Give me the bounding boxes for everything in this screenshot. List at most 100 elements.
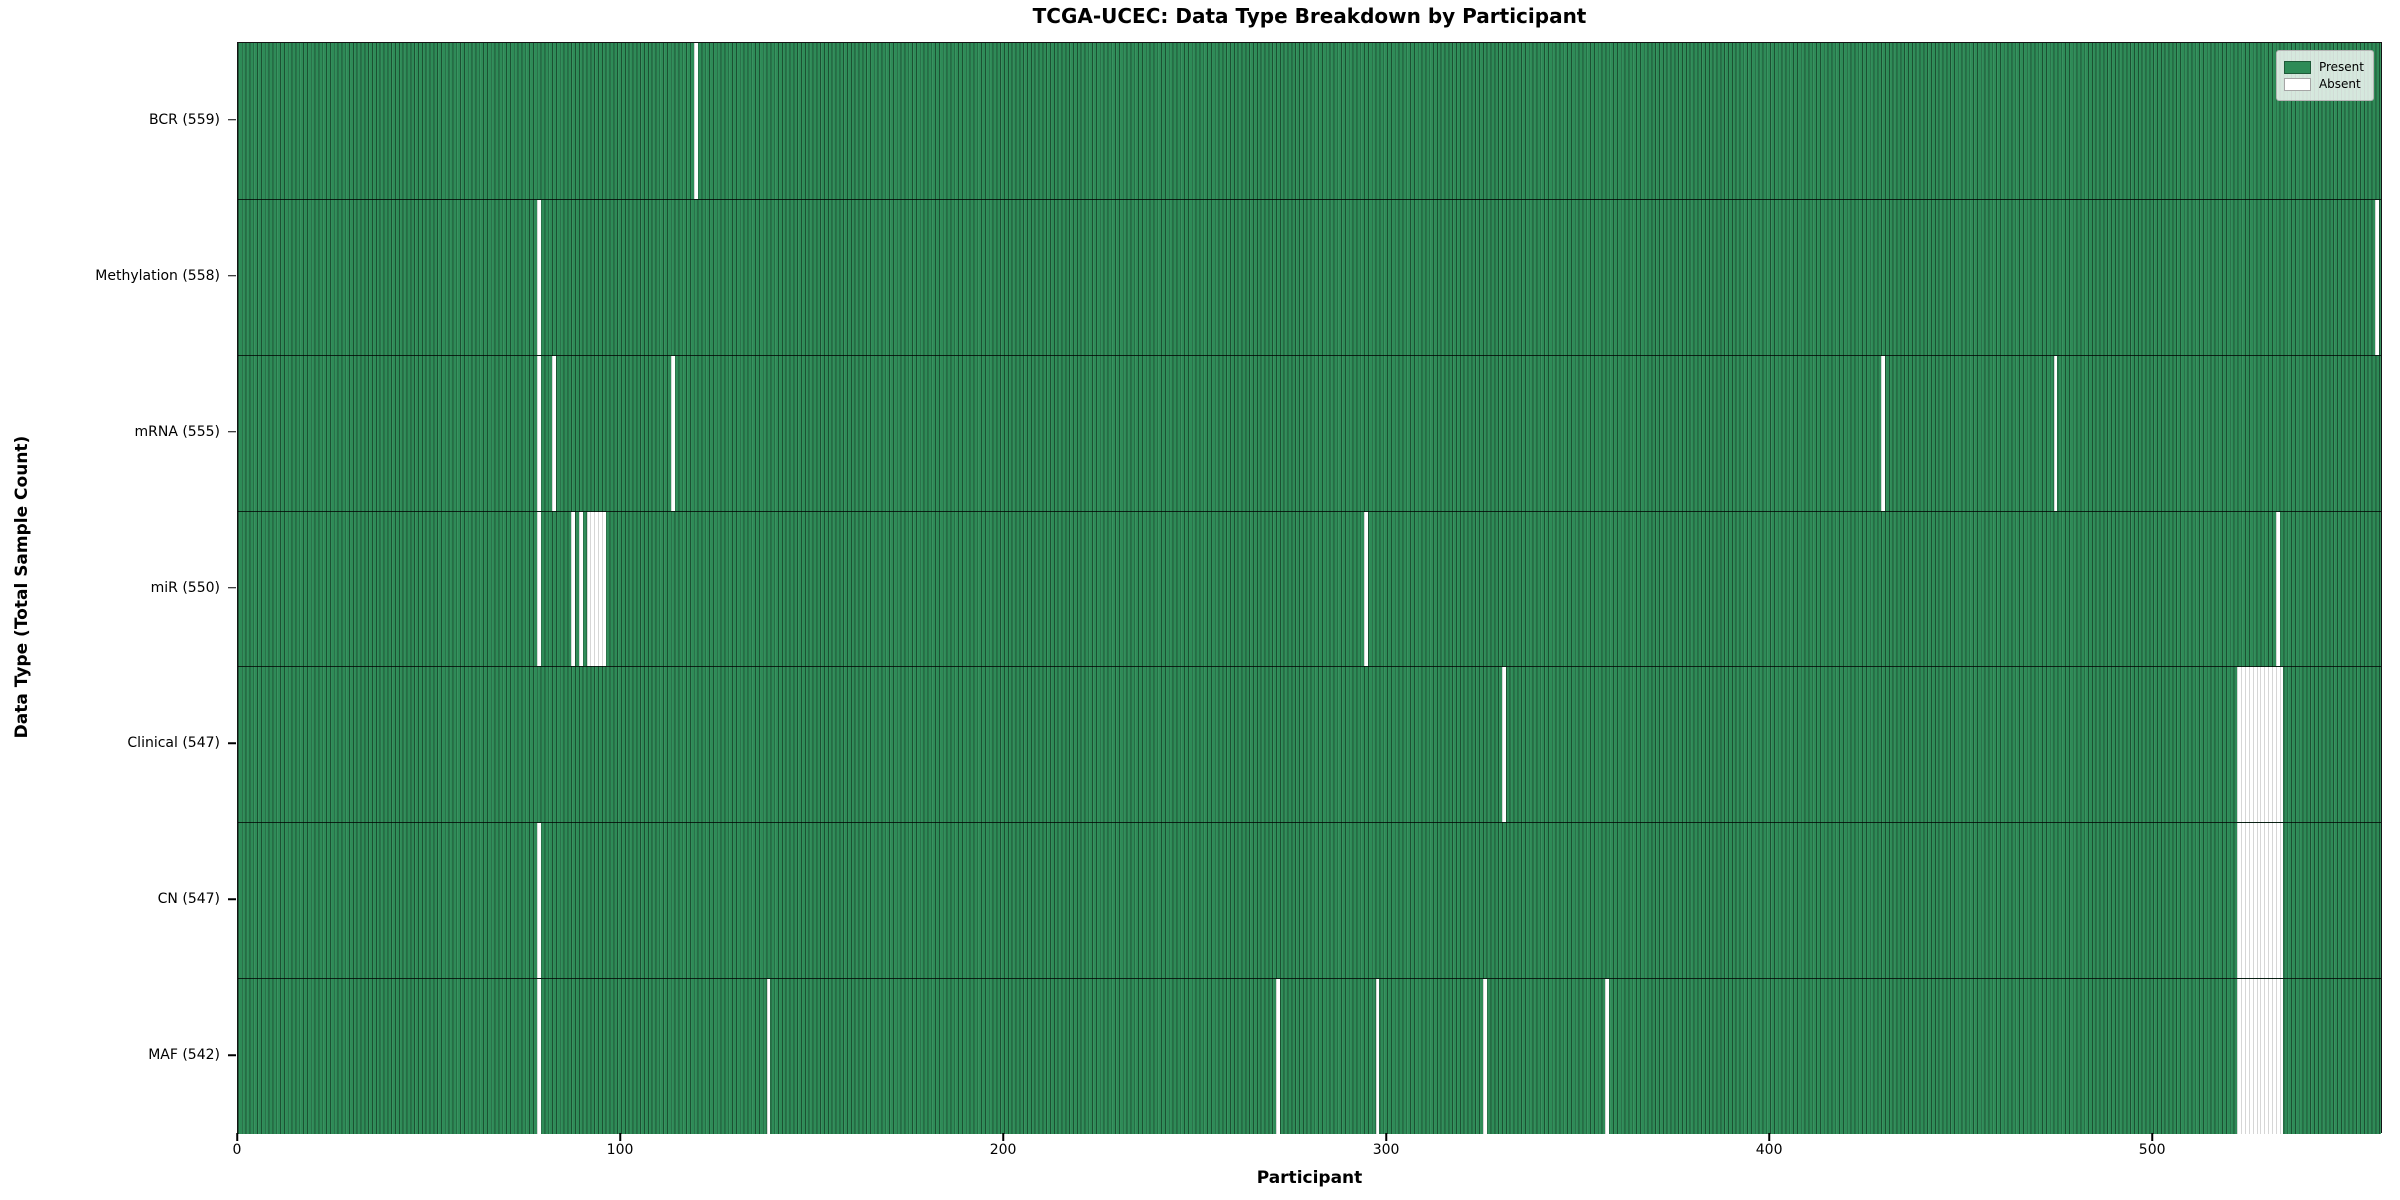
absent-cell — [2256, 667, 2261, 823]
absent-cell — [2256, 979, 2261, 1134]
row-methylation — [238, 198, 2381, 355]
absent-cell — [1502, 667, 1506, 823]
absent-cell — [2241, 823, 2246, 979]
ytick-mark — [228, 586, 236, 589]
ytick-label-cn: CN (547) — [157, 891, 220, 908]
ytick-mark — [228, 742, 236, 745]
xtick-label-300: 300 — [1372, 1142, 1400, 1158]
xtick-label-100: 100 — [606, 1142, 634, 1158]
absent-cell — [2275, 667, 2280, 823]
absent-cell — [2256, 823, 2261, 979]
xtick-mark — [236, 1133, 238, 1141]
absent-cell — [2260, 823, 2265, 979]
absent-cell — [2268, 667, 2272, 823]
chart-title: TCGA-UCEC: Data Type Breakdown by Partic… — [1032, 4, 1587, 28]
row-mrna — [238, 354, 2381, 511]
absent-cell — [586, 511, 591, 667]
absent-cell — [536, 511, 541, 667]
xtick-mark — [1385, 1133, 1387, 1141]
row-mir — [238, 510, 2381, 667]
absent-cell — [601, 511, 606, 667]
absent-cell — [2279, 667, 2284, 823]
plot-area: Present Absent — [237, 42, 2382, 1134]
absent-cell — [2260, 979, 2265, 1134]
row-cn — [238, 822, 2381, 979]
absent-cell — [536, 355, 541, 511]
absent-cell — [2245, 979, 2249, 1134]
absent-cell — [766, 979, 771, 1134]
ytick-label-maf: MAF (542) — [148, 1047, 220, 1064]
legend-label-present: Present — [2318, 60, 2364, 74]
xtick-mark — [619, 1133, 621, 1141]
absent-cell — [2237, 823, 2242, 979]
absent-cell — [536, 199, 541, 355]
absent-cell — [598, 511, 602, 667]
absent-cell — [2245, 823, 2249, 979]
absent-cell — [2375, 199, 2380, 355]
ytick-label-mir: miR (550) — [150, 579, 220, 596]
absent-cell — [2264, 667, 2269, 823]
absent-cell — [1605, 979, 1610, 1134]
x-axis-label: Participant — [1256, 1168, 1363, 1188]
absent-cell — [2275, 511, 2280, 667]
absent-cell — [2279, 979, 2284, 1134]
absent-cell — [2248, 667, 2253, 823]
ytick-label-methylation: Methylation (558) — [95, 267, 220, 284]
y-axis-label: Data Type (Total Sample Count) — [12, 435, 32, 739]
absent-cell — [1881, 355, 1886, 511]
absent-cell — [2264, 823, 2269, 979]
legend: Present Absent — [2275, 50, 2374, 101]
ytick-mark — [228, 430, 236, 433]
ytick-label-clinical: Clinical (547) — [127, 735, 220, 752]
xtick-label-500: 500 — [2138, 1142, 2166, 1158]
xtick-label-0: 0 — [232, 1142, 242, 1158]
absent-cell — [1375, 979, 1380, 1134]
absent-cell — [2252, 979, 2257, 1134]
absent-cell — [2260, 667, 2265, 823]
absent-cell — [2252, 667, 2257, 823]
absent-cell — [2271, 979, 2276, 1134]
absent-cell — [2275, 823, 2280, 979]
absent-cell — [571, 511, 576, 667]
xtick-label-400: 400 — [1755, 1142, 1783, 1158]
absent-cell — [536, 823, 541, 979]
row-bcr — [238, 43, 2381, 199]
absent-cell — [2053, 355, 2058, 511]
absent-cell — [594, 511, 599, 667]
ytick-mark — [228, 119, 236, 121]
absent-cell — [578, 511, 583, 667]
absent-cell — [2245, 667, 2249, 823]
xtick-mark — [1768, 1133, 1770, 1141]
absent-cell — [536, 979, 541, 1134]
absent-cell — [2241, 979, 2246, 1134]
absent-cell — [2252, 823, 2257, 979]
absent-cell — [1276, 979, 1280, 1134]
absent-cell — [2271, 667, 2276, 823]
legend-entry-present: Present — [2283, 60, 2364, 74]
absent-cell — [2279, 823, 2284, 979]
row-clinical — [238, 666, 2381, 823]
absent-cell — [1482, 979, 1487, 1134]
absent-cell — [2237, 667, 2242, 823]
absent-cell — [2248, 979, 2253, 1134]
xtick-mark — [2151, 1133, 2153, 1141]
absent-swatch — [2283, 77, 2311, 91]
absent-cell — [670, 355, 675, 511]
ytick-mark — [228, 1054, 236, 1056]
xtick-mark — [1002, 1133, 1004, 1141]
absent-cell — [2248, 823, 2253, 979]
ytick-label-mrna: mRNA (555) — [134, 423, 220, 440]
present-swatch — [2283, 60, 2311, 74]
absent-cell — [552, 355, 556, 511]
ytick-mark — [228, 898, 236, 900]
absent-cell — [2237, 979, 2242, 1134]
absent-cell — [2264, 979, 2269, 1134]
absent-cell — [2268, 979, 2272, 1134]
absent-cell — [2241, 667, 2246, 823]
absent-cell — [2268, 823, 2272, 979]
row-maf — [238, 978, 2381, 1134]
absent-cell — [1364, 511, 1368, 667]
legend-entry-absent: Absent — [2283, 77, 2364, 91]
absent-cell — [2271, 823, 2276, 979]
